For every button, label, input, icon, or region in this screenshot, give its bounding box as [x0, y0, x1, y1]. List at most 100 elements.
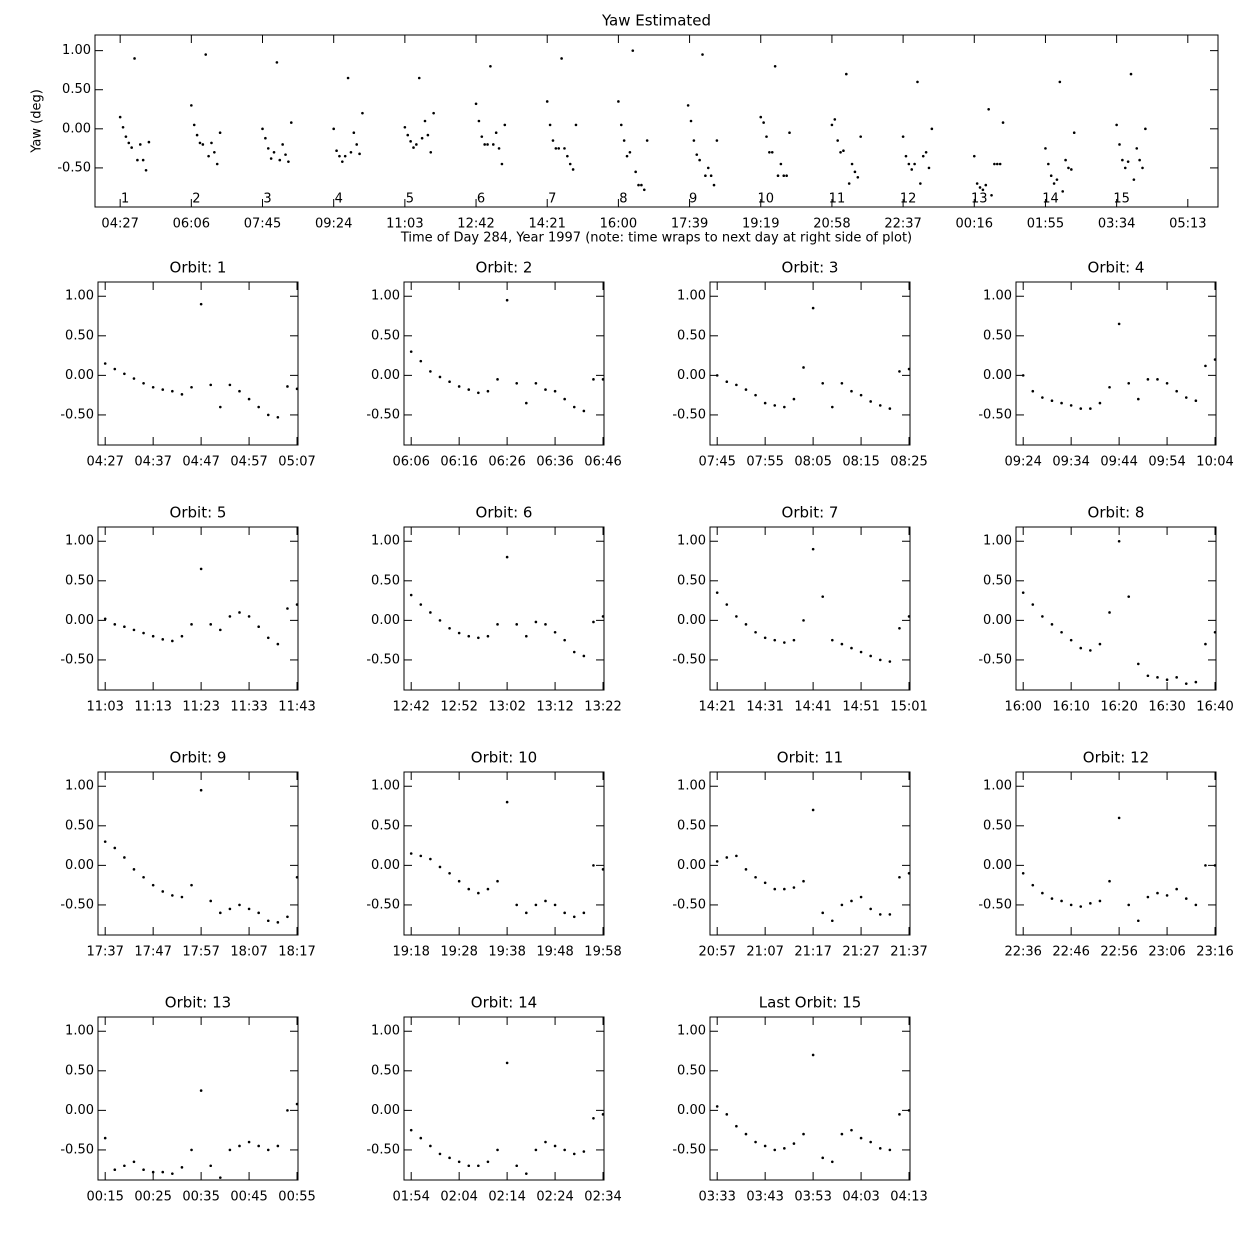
data-point — [831, 919, 834, 923]
data-point — [715, 1105, 719, 1108]
data-point — [403, 125, 407, 129]
data-point — [491, 143, 495, 146]
data-point — [572, 915, 576, 919]
data-point — [1021, 871, 1025, 875]
orbit-number: 8 — [619, 192, 627, 207]
x-tick-label: 19:18 — [392, 945, 429, 960]
y-tick-label: 1.00 — [371, 779, 400, 794]
data-point — [930, 127, 934, 131]
data-point — [286, 915, 289, 919]
plot-frame — [97, 1016, 299, 1181]
x-tick-label: 04:37 — [134, 455, 171, 470]
x-tick-label: 11:03 — [386, 217, 423, 232]
data-point — [811, 547, 815, 551]
x-axis-label: Time of Day 284, Year 1997 (note: time w… — [400, 231, 912, 246]
data-point — [496, 378, 499, 381]
data-point — [553, 903, 557, 907]
data-point — [744, 1132, 748, 1136]
x-tick-label: 22:36 — [1004, 945, 1041, 960]
data-point — [515, 623, 519, 626]
y-tick-label: 0.00 — [65, 858, 94, 873]
data-point — [1213, 630, 1217, 634]
data-point — [1204, 642, 1207, 646]
y-tick-label: -0.50 — [366, 407, 400, 422]
data-point — [811, 1053, 815, 1057]
data-point — [1047, 162, 1050, 166]
data-point — [783, 405, 786, 409]
data-point — [432, 111, 435, 115]
data-point — [161, 890, 165, 893]
data-point — [1044, 147, 1047, 150]
y-tick-label: 0.50 — [677, 818, 706, 833]
plot-frame — [403, 526, 605, 691]
data-point — [563, 397, 566, 401]
data-point — [709, 174, 713, 178]
data-point — [783, 641, 786, 644]
data-point — [836, 139, 839, 142]
data-point — [343, 154, 347, 158]
plot-frame — [709, 526, 911, 691]
x-tick-label: 04:57 — [230, 455, 267, 470]
data-point — [1165, 894, 1169, 897]
x-tick-label: 19:58 — [584, 945, 621, 960]
data-point — [574, 123, 578, 127]
data-point — [1049, 174, 1053, 178]
x-tick-label: 13:12 — [536, 700, 573, 715]
data-point — [1156, 378, 1159, 381]
data-point — [438, 1152, 442, 1156]
data-point — [811, 306, 815, 310]
data-point — [802, 1132, 805, 1136]
data-point — [631, 49, 635, 52]
panel-title: Orbit: 12 — [1083, 749, 1149, 767]
data-point — [190, 1148, 193, 1152]
data-point — [142, 875, 145, 879]
y-tick-label: 0.00 — [983, 858, 1012, 873]
data-point — [352, 131, 356, 135]
data-point — [266, 413, 270, 417]
data-point — [1021, 374, 1025, 377]
data-point — [133, 57, 136, 60]
y-tick-label: 0.00 — [983, 613, 1012, 628]
data-point — [888, 1148, 892, 1152]
y-tick-label: 0.00 — [677, 613, 706, 628]
plot-frame — [709, 1016, 911, 1181]
data-point — [1041, 615, 1044, 618]
data-point — [276, 416, 280, 419]
data-point — [1175, 389, 1178, 393]
data-point — [113, 367, 117, 371]
data-point — [686, 104, 690, 107]
y-tick-label: 0.50 — [677, 1063, 706, 1078]
data-point — [113, 1168, 117, 1172]
data-point — [207, 154, 210, 158]
data-point — [768, 150, 771, 154]
data-point — [869, 1140, 872, 1144]
data-point — [467, 634, 471, 638]
data-point — [276, 921, 280, 924]
data-point — [286, 1109, 289, 1112]
orbit-number: 5 — [406, 192, 414, 207]
data-point — [505, 800, 509, 804]
data-point — [744, 868, 748, 871]
data-point — [995, 162, 999, 166]
x-tick-label: 17:47 — [134, 945, 171, 960]
y-tick-label: 0.50 — [62, 82, 91, 97]
orbit-number: 7 — [548, 192, 556, 207]
data-point — [228, 615, 232, 618]
x-tick-label: 16:30 — [1148, 700, 1185, 715]
data-point — [634, 170, 637, 174]
data-point — [295, 875, 299, 879]
data-point — [505, 298, 509, 302]
x-tick-label: 03:33 — [698, 1190, 735, 1205]
y-tick-label: 0.50 — [983, 573, 1012, 588]
data-point — [869, 654, 872, 658]
x-tick-label: 11:13 — [134, 700, 171, 715]
data-point — [802, 879, 805, 883]
data-point — [763, 881, 767, 885]
data-point — [898, 875, 901, 879]
data-point — [735, 1124, 738, 1128]
y-tick-label: 0.50 — [65, 818, 94, 833]
data-point — [123, 856, 126, 859]
data-point — [840, 642, 844, 646]
x-tick-label: 21:27 — [842, 945, 879, 960]
plot-frame — [97, 526, 299, 691]
